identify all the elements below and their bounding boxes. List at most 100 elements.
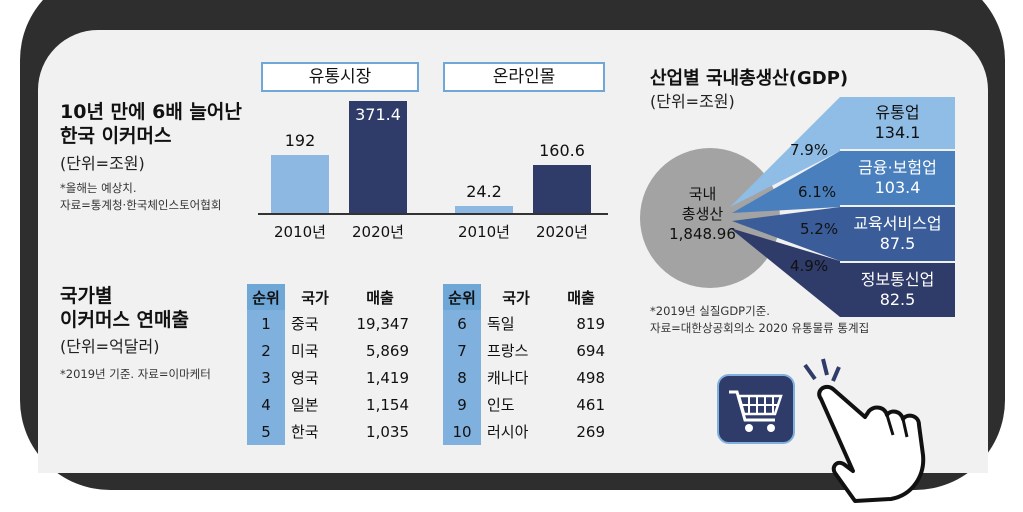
rank-cell: 7 <box>443 337 481 364</box>
header-country: 국가 <box>502 288 530 307</box>
bar-value-label: 24.2 <box>466 182 502 201</box>
table-row: 6 독일 819 <box>443 310 611 337</box>
country-table-left: 순위 국가 매출 1 중국 19,347 2 미국 5,869 3 영국 1,419 4 일본 1,1… <box>247 284 415 445</box>
country-cell: 캐나다 <box>487 369 529 387</box>
rank-cell: 3 <box>247 364 285 391</box>
sector-ict-value: 82.5 <box>879 290 916 309</box>
country-cell: 한국 <box>291 423 319 441</box>
x-tick-label: 2010년 <box>274 223 326 241</box>
gdp-note-line1: *2019년 실질GDP기준. <box>650 304 770 318</box>
chart-title-online: 온라인몰 <box>443 62 605 92</box>
x-tick-label: 2020년 <box>536 223 588 241</box>
bar-value-label: 160.6 <box>539 141 585 160</box>
ecommerce-title: 10년 만에 6배 늘어난 한국 이커머스 <box>60 100 242 148</box>
sector-ict: 정보통신업 82.5 <box>840 263 955 317</box>
pie-center-line2: 총생산 <box>681 205 724 223</box>
shopping-cart-icon <box>717 374 795 444</box>
country-cell: 독일 <box>487 315 515 333</box>
gdp-unit: (단위=조원) <box>650 92 735 111</box>
rank-cell: 1 <box>247 310 285 337</box>
gdp-pie-chart <box>640 97 840 317</box>
sector-finance: 금융·보험업 103.4 <box>840 151 955 205</box>
sector-ict-name: 정보통신업 <box>860 270 935 289</box>
country-title-line1: 국가별 <box>60 285 113 307</box>
sales-cell: 461 <box>576 395 605 414</box>
sector-finance-value: 103.4 <box>874 178 921 197</box>
table-row: 10 러시아 269 <box>443 418 611 445</box>
header-sales: 매출 <box>366 288 394 307</box>
sales-cell: 498 <box>576 368 605 387</box>
country-unit: (단위=억달러) <box>60 337 160 356</box>
ecommerce-unit: (단위=조원) <box>60 154 145 173</box>
pie-center-label: 국내 총생산 1,848.96 <box>655 184 750 244</box>
sector-education-value: 87.5 <box>879 234 916 253</box>
pct-education: 5.2% <box>800 220 839 238</box>
sector-retail-name: 유통업 <box>875 103 920 122</box>
country-cell: 영국 <box>291 369 319 387</box>
chart-title-retail: 유통시장 <box>261 62 419 92</box>
table-row: 5 한국 1,035 <box>247 418 415 445</box>
table-row: 1 중국 19,347 <box>247 310 415 337</box>
ecommerce-note-line2: 자료=통계청·한국체인스토어협회 <box>60 198 222 212</box>
table-row: 9 인도 461 <box>443 391 611 418</box>
bar-baseline <box>258 213 608 215</box>
sales-cell: 269 <box>576 422 605 441</box>
rank-cell: 10 <box>443 418 481 445</box>
bar <box>271 155 329 213</box>
pie-slice-education <box>732 207 840 261</box>
pie-slice-ict <box>730 228 840 317</box>
sector-finance-name: 금융·보험업 <box>858 158 937 177</box>
rank-cell: 2 <box>247 337 285 364</box>
header-country: 국가 <box>301 288 329 307</box>
table-row: 2 미국 5,869 <box>247 337 415 364</box>
header-rank: 순위 <box>247 284 285 310</box>
bar-value-label: 192 <box>284 131 316 150</box>
gdp-note-line2: 자료=대한상공회의소 2020 유통물류 통계집 <box>650 321 870 335</box>
gdp-title: 산업별 국내총생산(GDP) <box>650 68 849 89</box>
ecommerce-title-line2: 한국 이커머스 <box>60 125 172 147</box>
bar <box>349 101 407 213</box>
country-note: *2019년 기준. 자료=이마케터 <box>60 367 211 381</box>
country-cell: 미국 <box>291 342 319 360</box>
bar <box>533 165 591 213</box>
gdp-note: *2019년 실질GDP기준. 자료=대한상공회의소 2020 유통물류 통계집 <box>650 303 869 337</box>
country-title-line2: 이커머스 연매출 <box>60 309 189 331</box>
bar <box>455 206 513 213</box>
country-cell: 인도 <box>487 396 515 414</box>
x-tick-label: 2010년 <box>458 223 510 241</box>
header-sales: 매출 <box>567 288 595 307</box>
rank-cell: 4 <box>247 391 285 418</box>
ecommerce-note-line1: *올해는 예상치. <box>60 181 137 195</box>
sector-retail-value: 134.1 <box>874 123 921 142</box>
sector-education-name: 교육서비스업 <box>853 214 942 233</box>
pie-center-line1: 국내 <box>688 185 717 203</box>
country-table-right: 순위 국가 매출 6 독일 819 7 프랑스 694 8 캐나다 498 9 인도 461 10 러시아… <box>443 284 611 445</box>
sales-cell: 1,035 <box>366 422 409 441</box>
pie-main-slice <box>640 148 780 288</box>
x-tick-label: 2020년 <box>352 223 404 241</box>
pie-slice-finance <box>732 151 840 213</box>
cart-glyph-icon <box>729 390 783 432</box>
rank-cell: 8 <box>443 364 481 391</box>
pie-slice-retail <box>730 97 840 207</box>
rank-cell: 9 <box>443 391 481 418</box>
bar-value-label: 371.4 <box>355 105 401 124</box>
pct-finance: 6.1% <box>798 183 837 201</box>
country-cell: 러시아 <box>487 423 529 441</box>
rank-cell: 5 <box>247 418 285 445</box>
country-title: 국가별 이커머스 연매출 <box>60 284 189 332</box>
pie-center-value: 1,848.96 <box>669 225 736 243</box>
sales-cell: 694 <box>576 341 605 360</box>
table-row: 3 영국 1,419 <box>247 364 415 391</box>
sales-cell: 1,154 <box>366 395 409 414</box>
sales-cell: 819 <box>576 314 605 333</box>
table-row: 8 캐나다 498 <box>443 364 611 391</box>
rank-cell: 6 <box>443 310 481 337</box>
sales-cell: 5,869 <box>366 341 409 360</box>
sales-cell: 19,347 <box>356 314 410 333</box>
header-rank: 순위 <box>443 284 481 310</box>
country-cell: 중국 <box>291 315 319 333</box>
country-cell: 일본 <box>291 396 319 414</box>
country-cell: 프랑스 <box>487 342 529 360</box>
pct-retail: 7.9% <box>790 141 829 159</box>
